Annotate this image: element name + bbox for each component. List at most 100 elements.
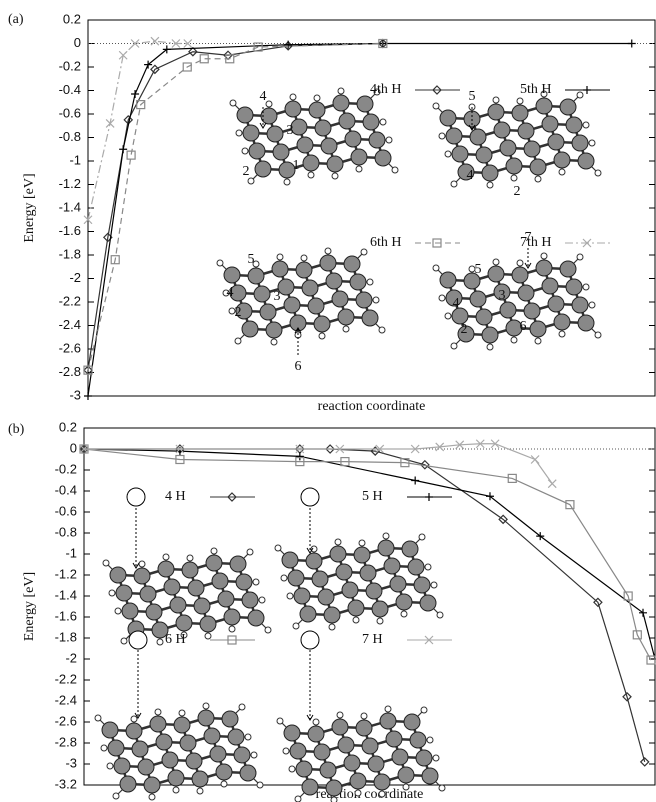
annotation: 2 (243, 164, 250, 179)
carbon (174, 717, 190, 733)
carbon (333, 95, 349, 111)
marker (84, 392, 92, 400)
carbon (255, 161, 271, 177)
hydrogen (493, 259, 499, 265)
carbon (132, 741, 148, 757)
carbon (200, 616, 216, 632)
carbon (396, 594, 412, 610)
carbon (398, 767, 414, 783)
hydrogen (433, 755, 439, 761)
carbon (158, 561, 174, 577)
marker (548, 480, 556, 488)
carbon (390, 576, 406, 592)
hydrogen (517, 98, 523, 104)
carbon (350, 274, 366, 290)
hydrogen (235, 338, 241, 344)
carbon (122, 603, 138, 619)
carbon (375, 150, 391, 166)
y-axis-label: Energy [eV] (22, 572, 37, 641)
carbon (368, 756, 384, 772)
carbon (308, 298, 324, 314)
hydrogen (289, 766, 295, 772)
hydrogen (439, 785, 445, 791)
panel-label: (b) (8, 422, 25, 437)
hydrogen (451, 343, 457, 349)
carbon (452, 146, 468, 162)
hydrogen (253, 579, 259, 585)
legend-label: 7 H (362, 632, 383, 647)
hydrogen (595, 332, 601, 338)
carbon (470, 129, 486, 145)
hydrogen (380, 119, 386, 125)
carbon (267, 126, 283, 142)
carbon (378, 540, 394, 556)
y-tick-label: -1 (69, 152, 81, 167)
annotation: 2 (514, 184, 521, 199)
carbon (422, 768, 438, 784)
hydrogen (205, 633, 211, 639)
carbon (354, 547, 370, 563)
carbon (356, 292, 372, 308)
carbon (162, 752, 178, 768)
carbon (308, 726, 324, 742)
y-tick-label: 0 (74, 35, 81, 50)
carbon (216, 764, 232, 780)
marker (628, 40, 636, 48)
carbon (222, 711, 238, 727)
carbon (164, 579, 180, 595)
y-tick-label: -0.6 (59, 105, 81, 120)
carbon (120, 776, 136, 792)
hydrogen (113, 793, 119, 799)
carbon (512, 105, 528, 121)
hydrogen (511, 337, 517, 343)
hydrogen (179, 710, 185, 716)
carbon (330, 546, 346, 562)
hydrogen (271, 339, 277, 345)
carbon (285, 101, 301, 117)
carbon (572, 135, 588, 151)
carbon (140, 586, 156, 602)
hydrogen (211, 548, 217, 554)
legend-label: 6th H (370, 235, 402, 250)
hydrogen (511, 175, 517, 181)
carbon (342, 582, 358, 598)
hydrogen (314, 95, 320, 101)
hydrogen (589, 302, 595, 308)
hydrogen (295, 796, 301, 802)
hydrogen (239, 704, 245, 710)
carbon (548, 296, 564, 312)
hydrogen-atom (127, 488, 145, 506)
carbon (170, 597, 186, 613)
carbon (320, 762, 336, 778)
annotation: 5 (475, 262, 482, 277)
hydrogen (115, 608, 121, 614)
y-tick-label: -3 (69, 387, 81, 402)
carbon (336, 564, 352, 580)
hydrogen (487, 344, 493, 350)
carbon (384, 558, 400, 574)
hydrogen (335, 539, 341, 545)
annotation: 3 (499, 288, 506, 303)
carbon (186, 753, 202, 769)
legend-label: 5 H (362, 489, 383, 504)
carbon (402, 541, 418, 557)
hydrogen (431, 582, 437, 588)
carbon (180, 735, 196, 751)
y-tick-label: -2.8 (59, 364, 81, 379)
carbon (488, 266, 504, 282)
carbon (212, 573, 228, 589)
molecule-inset (230, 88, 398, 185)
carbon (306, 553, 322, 569)
hydrogen (245, 734, 251, 740)
hydrogen (535, 338, 541, 344)
hydrogen (221, 781, 227, 787)
carbon (470, 291, 486, 307)
hydrogen (313, 719, 319, 725)
carbon (296, 761, 312, 777)
annotation: 5 (469, 89, 476, 104)
carbon (506, 158, 522, 174)
figure: (a)Energy [eV]reaction coordinate0.20-0.… (0, 0, 656, 802)
hydrogen (337, 712, 343, 718)
legend-label: 4 H (165, 489, 186, 504)
annotation: 1 (293, 158, 300, 173)
